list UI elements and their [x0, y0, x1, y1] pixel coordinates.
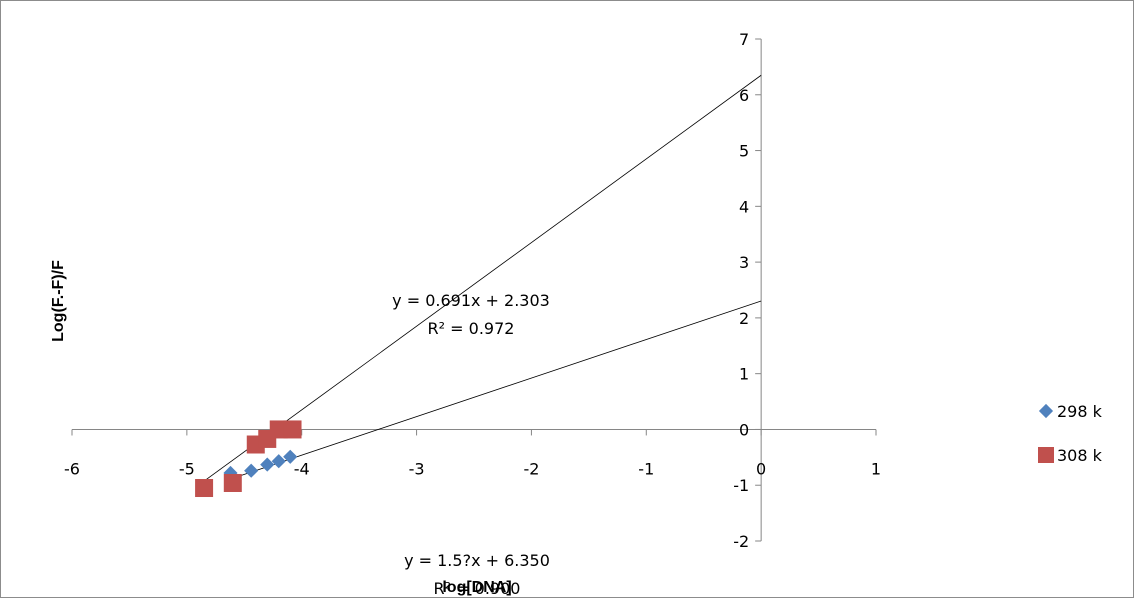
- trendline-r2-308k: R² = 0.900: [434, 579, 521, 598]
- legend-label-298k: 298 k: [1057, 402, 1103, 421]
- axes: -6 -5 -4 -3 -2 -1 0 1 -2 -1 0 1 2 3 4 5 6 7: [64, 30, 881, 551]
- x-tick-label: 1: [871, 459, 881, 478]
- point-298k: [260, 457, 275, 472]
- y-tick-label: 5: [739, 142, 749, 161]
- point-298k: [283, 449, 298, 464]
- legend-marker-308k: [1038, 447, 1054, 463]
- legend: 298 k 308 k: [1038, 402, 1103, 465]
- y-tick-label: 3: [739, 253, 749, 272]
- y-axis-label: Log(F.-F)/F: [50, 260, 67, 342]
- x-tick-label: -5: [179, 459, 195, 478]
- trendlines: [203, 74, 762, 482]
- point-308k: [283, 420, 302, 439]
- point-308k: [269, 420, 288, 439]
- point-298k: [244, 463, 259, 478]
- y-tick-label: 4: [739, 197, 749, 216]
- x-tick-label: -2: [523, 459, 539, 478]
- point-298k: [271, 454, 286, 469]
- point-308k: [223, 473, 242, 492]
- x-axis-label: log[DNA]: [442, 579, 511, 596]
- legend-label-308k: 308 k: [1057, 446, 1103, 465]
- trendline-298k: [230, 300, 762, 480]
- x-tick-label: -4: [294, 459, 310, 478]
- x-tick-label: -6: [64, 459, 80, 478]
- legend-marker-298k: [1038, 403, 1054, 419]
- point-308k: [195, 479, 214, 498]
- x-tick-label: -3: [409, 459, 425, 478]
- trendline-equation-308k: y = 1.5?x + 6.350: [404, 551, 550, 570]
- y-tick-label: 7: [739, 30, 749, 49]
- y-tick-label: 0: [739, 420, 749, 439]
- legend-item-298k: 298 k: [1038, 402, 1103, 421]
- y-tick-label: -1: [733, 476, 749, 495]
- x-tick-label: 0: [756, 459, 766, 478]
- x-tick-label: -1: [638, 459, 654, 478]
- y-tick-label: 1: [739, 365, 749, 384]
- trendline-equation-298k: y = 0.691x + 2.303: [392, 291, 550, 310]
- trendline-r2-298k: R² = 0.972: [428, 319, 515, 338]
- y-tick-label: 2: [739, 309, 749, 328]
- legend-item-308k: 308 k: [1038, 446, 1103, 465]
- data-points: [195, 420, 302, 498]
- trendline-308k: [203, 74, 762, 482]
- y-tick-label: 6: [739, 86, 749, 105]
- y-tick-label: -2: [733, 532, 749, 551]
